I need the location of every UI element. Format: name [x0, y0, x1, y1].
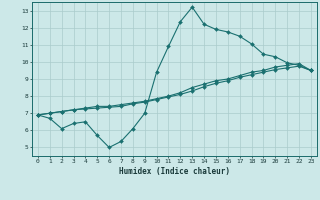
X-axis label: Humidex (Indice chaleur): Humidex (Indice chaleur) — [119, 167, 230, 176]
